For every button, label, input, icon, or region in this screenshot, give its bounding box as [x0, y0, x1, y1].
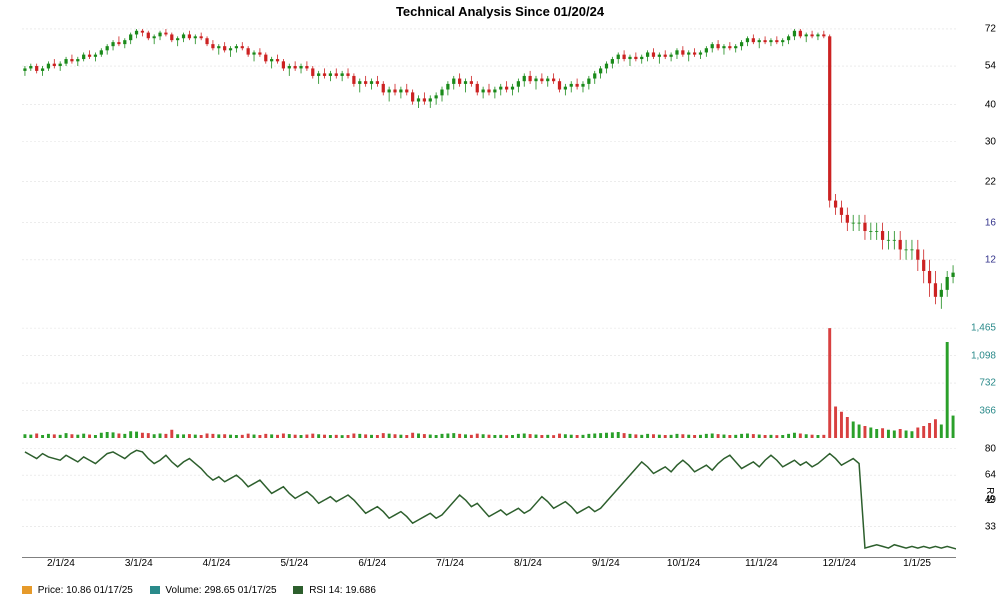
- chart-title: Technical Analysis Since 01/20/24: [0, 4, 1000, 19]
- legend-volume-swatch: [150, 586, 160, 594]
- legend-rsi-label: RSI 14: 19.686: [309, 585, 376, 596]
- legend-price-swatch: [22, 586, 32, 594]
- plot-svg: [22, 22, 956, 558]
- y-axis: 725440302216121,4651,09873236680644933: [958, 22, 1000, 558]
- legend-rsi: RSI 14: 19.686: [293, 585, 376, 596]
- chart-container: Technical Analysis Since 01/20/24 2/1/24…: [0, 0, 1000, 600]
- legend-price-label: Price: 10.86 01/17/25: [38, 585, 133, 596]
- legend-volume-label: Volume: 298.65 01/17/25: [165, 585, 276, 596]
- plot-area: [22, 22, 956, 558]
- x-axis: 2/1/243/1/244/1/245/1/246/1/247/1/248/1/…: [22, 558, 956, 572]
- legend-rsi-swatch: [293, 586, 303, 594]
- legend-price: Price: 10.86 01/17/25: [22, 585, 133, 596]
- legend-volume: Volume: 298.65 01/17/25: [150, 585, 277, 596]
- legend: Price: 10.86 01/17/25 Volume: 298.65 01/…: [22, 585, 390, 596]
